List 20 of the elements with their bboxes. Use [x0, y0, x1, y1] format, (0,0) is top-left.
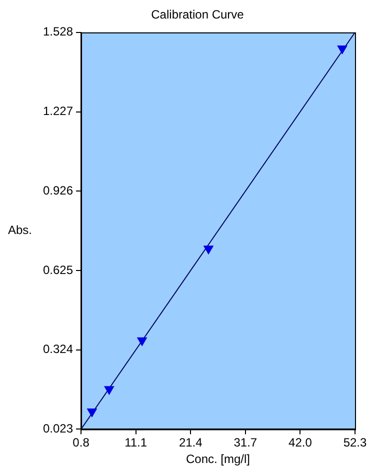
point	[136, 337, 148, 346]
x-tick-label: 42.0	[288, 436, 312, 450]
chart-title: Calibration Curve	[151, 8, 244, 22]
x-tick-label: 11.1	[124, 436, 148, 450]
y-axis-title: Abs.	[8, 223, 32, 238]
x-tick-label: 21.4	[178, 436, 203, 450]
y-tick-label: 1.528	[43, 24, 74, 39]
y-tick-label: 1.227	[43, 104, 74, 118]
point	[203, 246, 214, 255]
x-axis-title: Conc. [mg/l]	[186, 452, 250, 466]
y-tick-label: 0.625	[43, 262, 74, 277]
x-tick-label: 52.3	[343, 436, 367, 450]
x-tick-label: 0.8	[72, 436, 90, 450]
y-tick-label: 0.926	[43, 183, 74, 198]
point	[86, 408, 98, 418]
point	[337, 45, 348, 54]
point	[104, 386, 114, 396]
y-tick-label: 0.023	[43, 422, 74, 436]
x-tick-label: 31.7	[234, 436, 258, 450]
y-tick-label: 0.324	[43, 342, 74, 356]
